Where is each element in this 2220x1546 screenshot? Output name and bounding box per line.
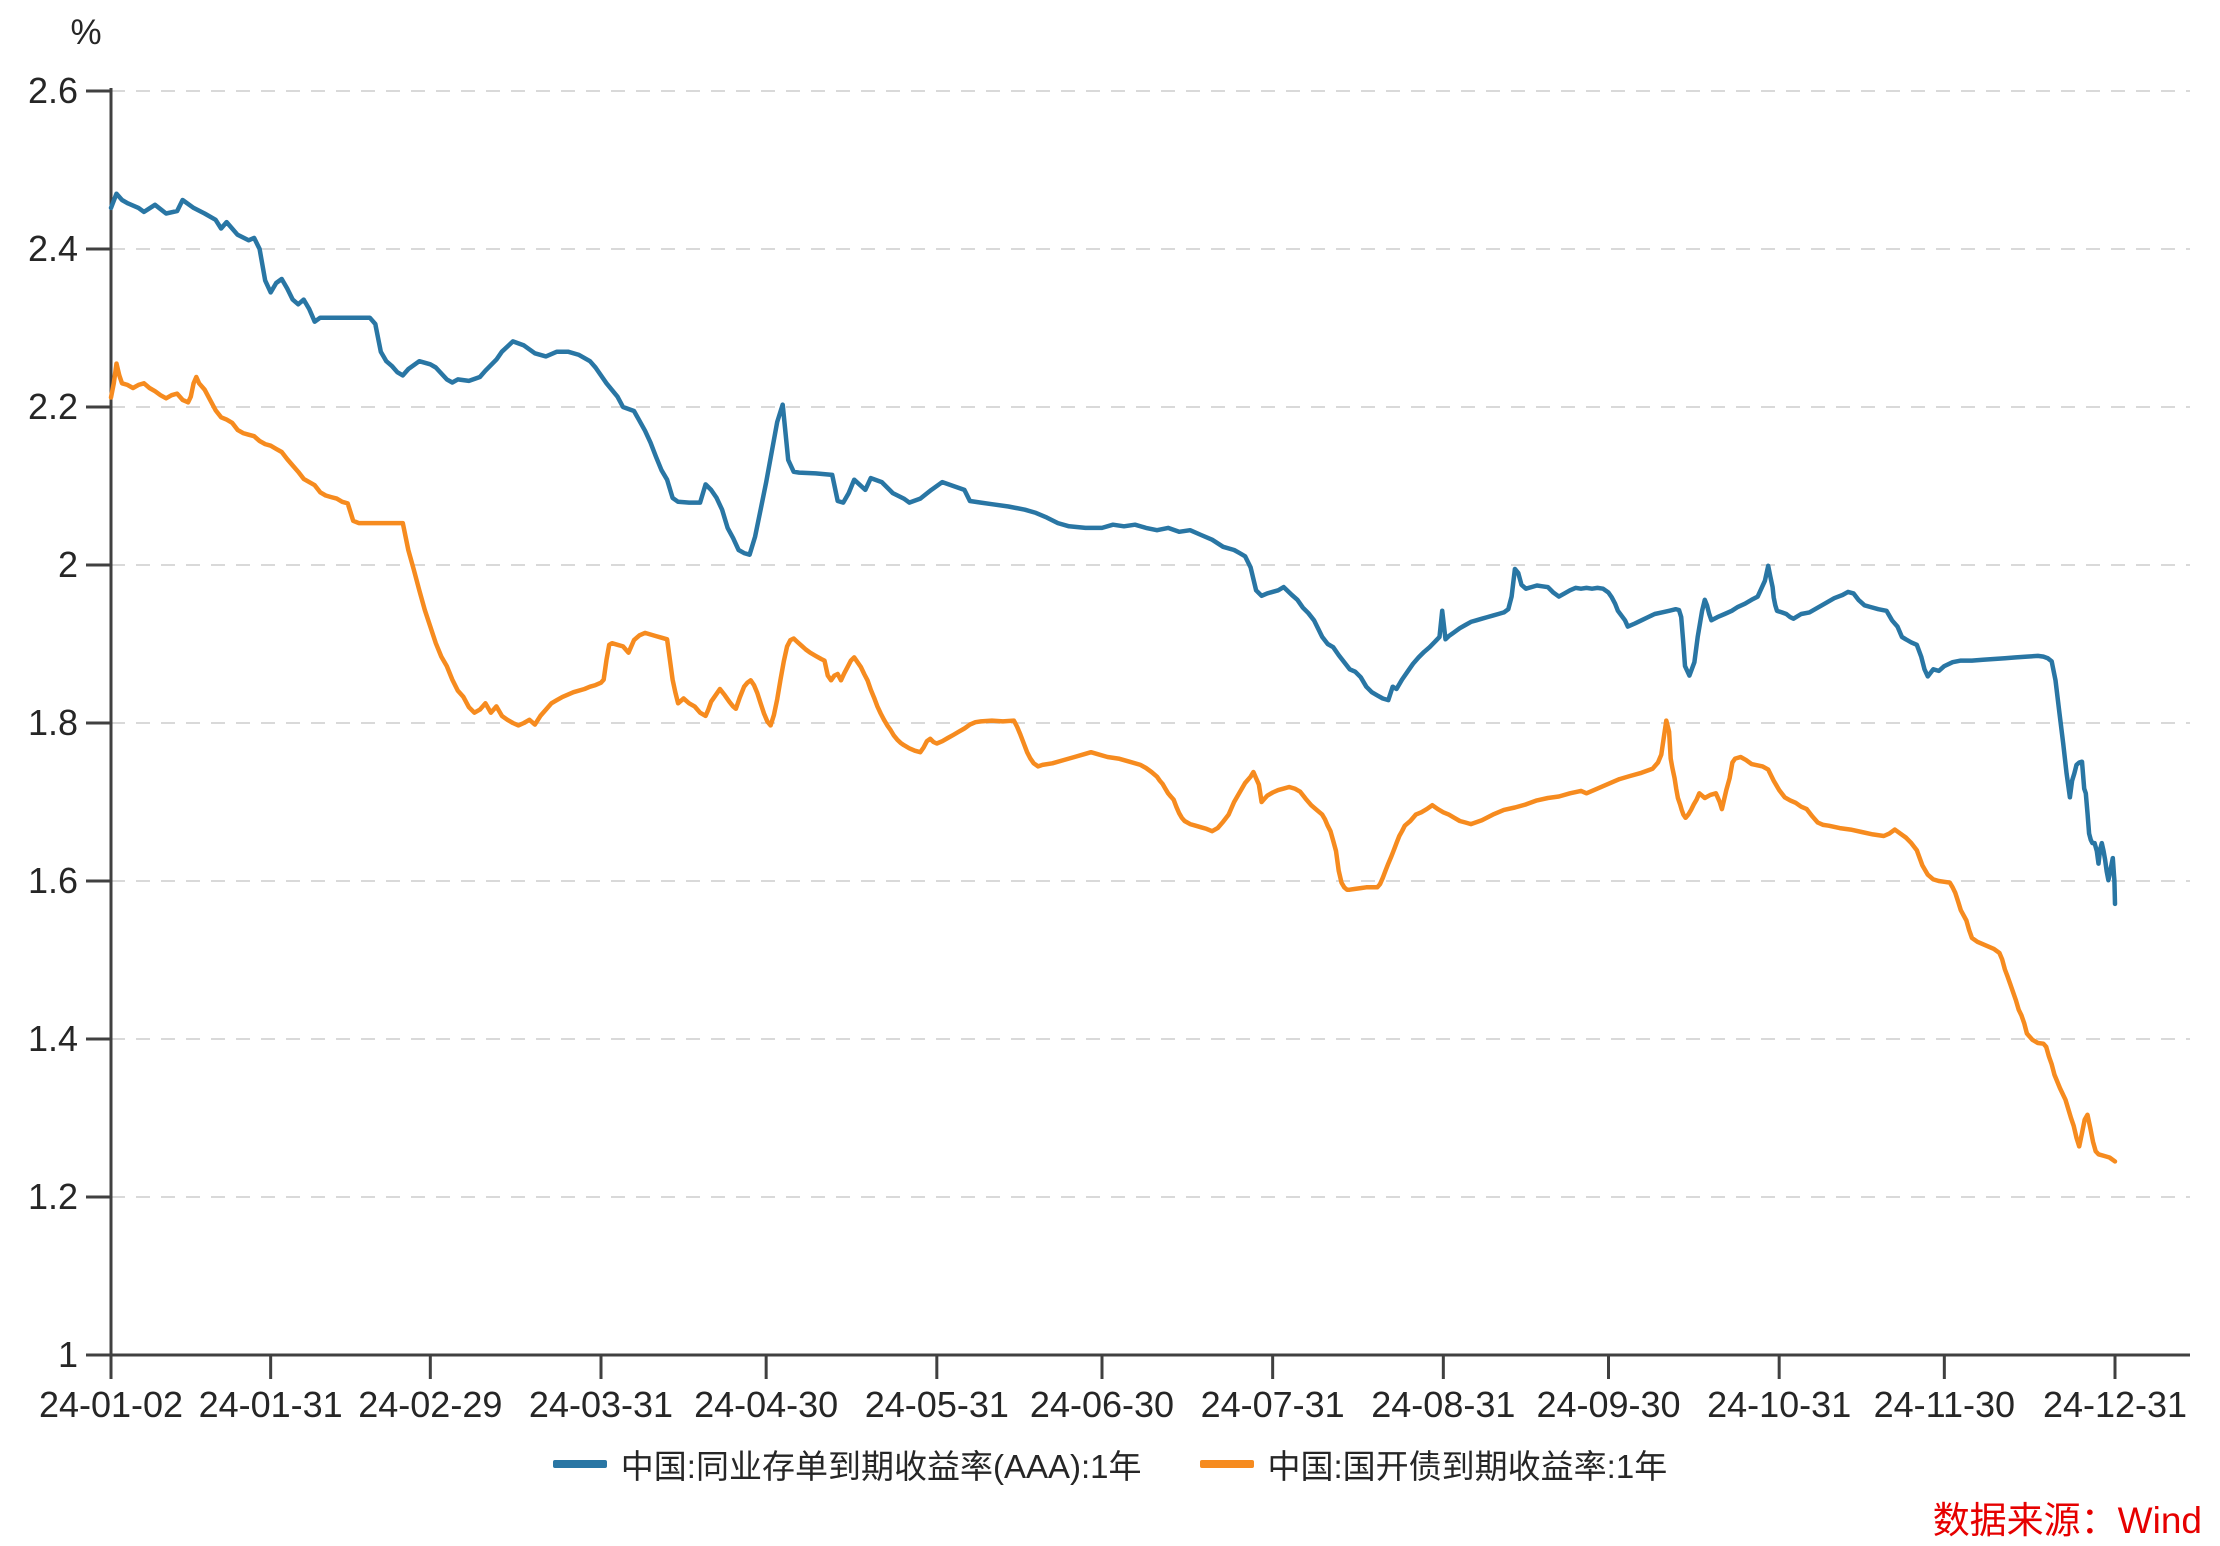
x-tick-label: 24-10-31 [1707, 1384, 1851, 1425]
data-source-note: 数据来源：Wind [1932, 1500, 2202, 1541]
legend-swatch-icon [552, 1460, 607, 1468]
x-tick-label: 24-08-31 [1371, 1384, 1515, 1425]
x-tick-label: 24-07-31 [1201, 1384, 1345, 1425]
x-tick-label: 24-09-30 [1536, 1384, 1680, 1425]
y-tick-label: 1.6 [28, 860, 78, 901]
series-line-1 [108, 361, 2118, 1164]
x-tick-label: 24-12-31 [2043, 1384, 2187, 1425]
series-lines [108, 191, 2118, 1164]
gridlines [111, 90, 2190, 1198]
x-tick-label: 24-03-31 [529, 1384, 673, 1425]
y-tick-label: 1.2 [28, 1176, 78, 1217]
y-tick-label: 1 [58, 1334, 78, 1375]
x-tick-label: 24-06-30 [1030, 1384, 1174, 1425]
legend-label: 中国:同业存单到期收益率(AAA):1年 [620, 1448, 1142, 1485]
x-tick-label: 24-04-30 [694, 1384, 838, 1425]
legend-item-1[interactable]: 中国:国开债到期收益率:1年 [1199, 1440, 1668, 1488]
y-axis-unit-label: % [70, 13, 101, 52]
axes: 1 1.2 1.4 1.6 1.8 2 2.2 2.4 2.6 24-01-02 24-01-31 2… [28, 70, 2190, 1425]
legend-swatch-icon [1199, 1460, 1254, 1468]
y-tick-label: 2.6 [28, 70, 78, 111]
y-tick-label: 2.2 [28, 386, 78, 427]
x-tick-label: 24-02-29 [358, 1384, 502, 1425]
x-tick-label: 24-01-31 [199, 1384, 343, 1425]
x-tick-label: 24-01-02 [39, 1384, 183, 1425]
y-tick-label: 2.4 [28, 228, 78, 269]
x-tick-label: 24-11-30 [1874, 1384, 2015, 1425]
series-line-0 [108, 191, 2118, 907]
y-tick-label: 1.4 [28, 1018, 78, 1059]
legend-item-0[interactable]: 中国:同业存单到期收益率(AAA):1年 [552, 1440, 1142, 1488]
y-tick-label: 1.8 [28, 702, 78, 743]
x-tick-label: 24-05-31 [865, 1384, 1009, 1425]
legend-label: 中国:国开债到期收益率:1年 [1267, 1448, 1668, 1485]
chart-legend: 中国:同业存单到期收益率(AAA):1年 中国:国开债到期收益率:1年 [0, 1440, 2220, 1488]
y-tick-label: 2 [58, 544, 78, 585]
